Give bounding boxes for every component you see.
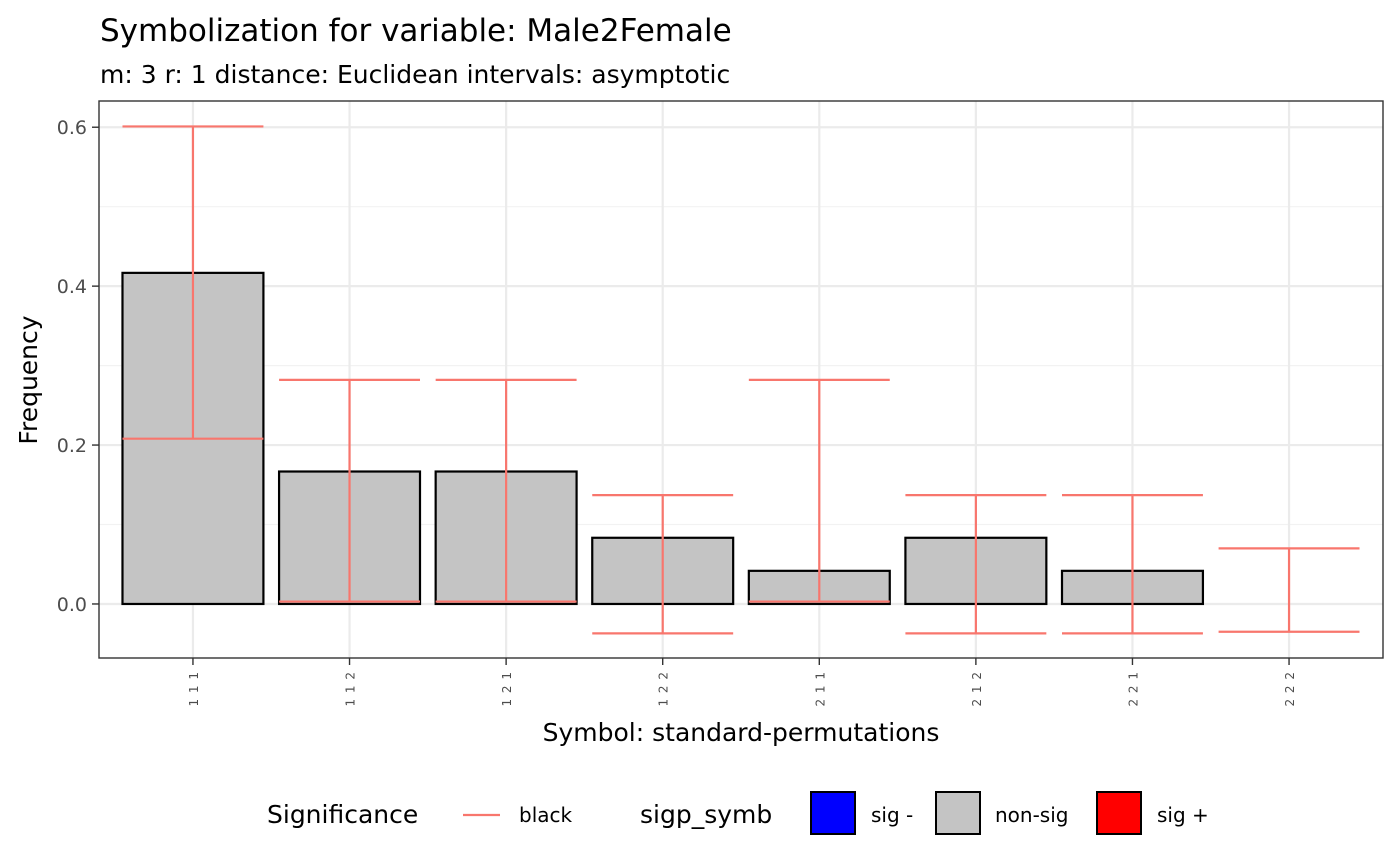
x-tick-label: 2 1 2: [970, 671, 984, 707]
error-bar: [122, 125, 264, 440]
legend: Significance black sigp_symb sig - non-s…: [267, 791, 1209, 835]
legend-key-sig-plus: [1096, 791, 1142, 835]
y-tick-label: 0.4: [57, 276, 87, 298]
legend-label-non-sig: non-sig: [995, 803, 1068, 827]
legend-label-sig-minus: sig -: [871, 803, 913, 827]
panel-border: [98, 100, 1384, 659]
legend-title-sigp-symb: sigp_symb: [640, 800, 772, 829]
legend-label-black: black: [519, 803, 573, 827]
x-tick-label: 2 2 2: [1283, 671, 1297, 707]
y-tick-label: 0.6: [57, 117, 87, 139]
legend-label-sig-plus: sig +: [1157, 803, 1209, 827]
x-axis-title: Symbol: standard-permutations: [543, 718, 940, 747]
y-tick-label: 0.0: [57, 594, 87, 616]
chart-subtitle: m: 3 r: 1 distance: Euclidean intervals:…: [100, 60, 730, 89]
plot-panel: [98, 100, 1384, 659]
error-bar: [748, 378, 890, 603]
x-tick-label: 1 2 2: [657, 671, 671, 707]
x-axis: 1 1 1 1 1 2 1 2 1 1 2 2 2 1 1 2 1 2 2 2 1 2 2 2: [187, 658, 1297, 707]
x-tick-label: 1 1 1: [187, 671, 201, 707]
error-bars: [122, 125, 1360, 635]
legend-title-significance: Significance: [267, 800, 418, 829]
error-bar: [592, 494, 734, 635]
error-bar: [1218, 547, 1360, 633]
error-bar: [905, 494, 1047, 635]
error-bar: [1062, 494, 1203, 635]
legend-key-non-sig: [935, 791, 981, 835]
y-tick-label: 0.2: [57, 435, 87, 457]
y-axis: 0.0 0.2 0.4 0.6: [57, 117, 99, 616]
x-tick-label: 1 1 2: [344, 671, 358, 707]
x-tick-label: 1 2 1: [500, 671, 514, 707]
x-tick-label: 2 2 1: [1126, 671, 1140, 707]
error-bar: [279, 378, 420, 603]
chart-title: Symbolization for variable: Male2Female: [100, 13, 732, 49]
legend-key-sig-minus: [810, 791, 856, 835]
y-axis-title: Frequency: [14, 315, 43, 444]
x-tick-label: 2 1 1: [813, 671, 827, 707]
error-bar: [435, 378, 577, 603]
